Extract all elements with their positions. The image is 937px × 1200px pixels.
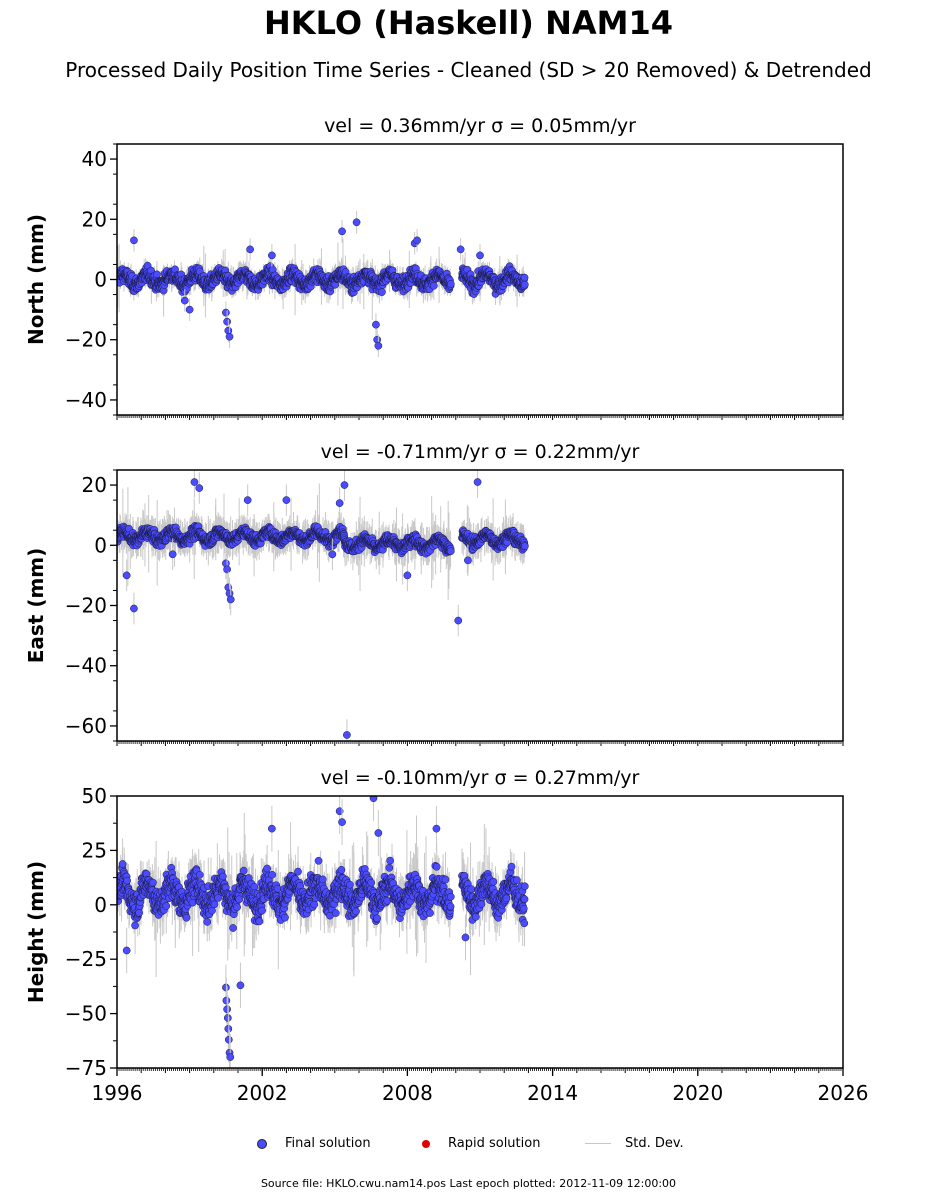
final-solution-point	[520, 280, 529, 289]
final-solution-point	[446, 547, 455, 555]
final-solution-point	[180, 296, 189, 305]
final-solution-point	[378, 288, 386, 296]
final-solution-point	[338, 227, 346, 236]
final-solution-point	[372, 320, 380, 329]
y-tick-label: −20	[65, 328, 107, 352]
final-solution-point	[246, 245, 254, 254]
final-solution-point	[374, 341, 383, 350]
final-solution-point	[153, 270, 161, 279]
final-solution-point	[520, 273, 529, 282]
page-subtitle: Processed Daily Position Time Series - C…	[65, 58, 872, 82]
data-series-north	[117, 210, 529, 358]
final-solution-point	[130, 236, 138, 245]
panel-title-east: vel = -0.71mm/yr σ = 0.22mm/yr	[321, 441, 640, 463]
y-tick-label: 0	[94, 268, 107, 292]
ylabel-east: East (mm)	[24, 548, 48, 664]
y-tick-label: −40	[65, 388, 107, 412]
final-solution-point	[185, 305, 194, 314]
y-tick-label: 40	[82, 147, 107, 171]
data-series-east	[117, 470, 529, 741]
final-solution-point	[429, 281, 438, 290]
final-solution-point	[476, 251, 484, 260]
final-solution-point	[352, 218, 361, 227]
final-solution-point	[268, 251, 276, 260]
ylabel-north: North (mm)	[24, 214, 48, 345]
page-title: HKLO (Haskell) NAM14	[264, 4, 673, 42]
final-solution-point	[225, 332, 234, 341]
final-solution-point	[223, 317, 231, 326]
final-solution-point	[446, 280, 455, 288]
final-solution-point	[413, 236, 421, 245]
final-solution-point	[222, 308, 230, 317]
final-solution-point	[456, 245, 465, 254]
panel-title-north: vel = 0.36mm/yr σ = 0.05mm/yr	[324, 115, 636, 137]
y-tick-label: 20	[82, 207, 107, 231]
